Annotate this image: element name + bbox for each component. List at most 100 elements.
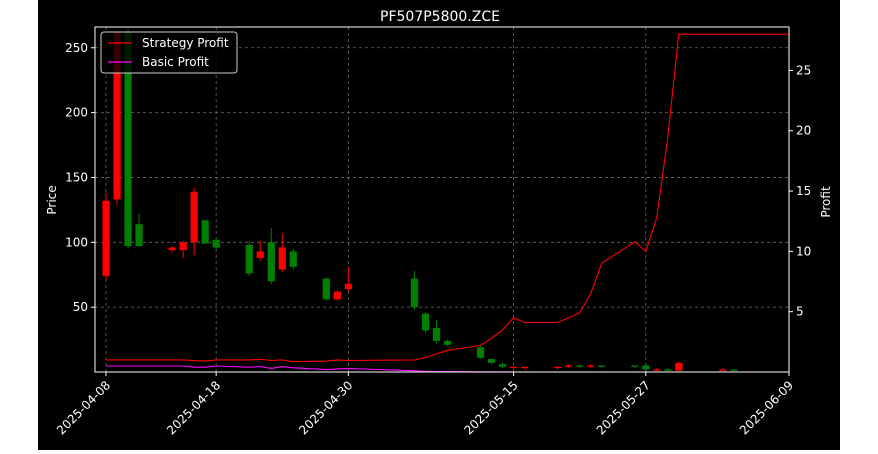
candle xyxy=(432,320,441,344)
candle xyxy=(631,365,639,369)
candle xyxy=(675,361,683,371)
left-tick-label: 150 xyxy=(65,170,88,184)
candle-body xyxy=(653,369,661,371)
candle-body xyxy=(289,251,297,267)
basic-profit-line xyxy=(106,365,789,373)
candle-body xyxy=(554,366,562,369)
left-tick-label: 100 xyxy=(65,235,88,249)
candle xyxy=(212,237,220,251)
candle xyxy=(267,228,275,284)
candle xyxy=(510,366,518,370)
candle xyxy=(554,366,562,370)
candle-body xyxy=(190,191,198,243)
candle xyxy=(498,362,507,369)
candle-body xyxy=(730,369,738,371)
candle xyxy=(201,220,209,244)
candle xyxy=(322,277,330,301)
candle xyxy=(576,364,584,369)
profit-lines xyxy=(106,33,789,373)
candle-body xyxy=(642,365,650,370)
candle-body xyxy=(476,347,485,358)
candles xyxy=(102,29,738,371)
right-tick-label: 25 xyxy=(796,63,811,77)
candle xyxy=(598,365,606,369)
candle-body xyxy=(421,313,430,331)
grid-lines xyxy=(95,27,790,372)
candle-body xyxy=(664,369,672,371)
candle xyxy=(102,193,110,280)
candle-body xyxy=(576,365,584,367)
candle-body xyxy=(510,366,518,369)
x-axis-ticks: 2025-04-08 2025-04-18 2025-04-30 2025-05-15… xyxy=(54,372,796,437)
x-tick-label: 2025-06-09 xyxy=(737,378,796,437)
legend-strategy-label: Strategy Profit xyxy=(142,36,229,50)
right-tick-label: 10 xyxy=(796,244,811,258)
candle xyxy=(443,339,452,347)
candle-body xyxy=(443,340,452,345)
candle-body xyxy=(201,220,209,244)
candle-body xyxy=(256,251,264,258)
candle xyxy=(587,364,595,369)
chart-figure: PF507P5800.ZCE 50 100 150 200 250 5 10 15 20 25 … xyxy=(38,0,840,450)
candle xyxy=(245,241,253,277)
right-axis-ticks: 5 10 15 20 25 xyxy=(789,63,811,319)
candle xyxy=(135,213,143,247)
candle xyxy=(421,312,430,334)
candle-body xyxy=(344,283,352,289)
right-tick-label: 5 xyxy=(796,305,804,319)
candle-body xyxy=(245,244,253,274)
candle xyxy=(730,369,738,371)
candle xyxy=(289,248,297,270)
legend-box xyxy=(100,31,238,74)
strategy-profit-line xyxy=(106,33,789,363)
candle xyxy=(476,344,485,360)
right-tick-label: 20 xyxy=(796,124,811,138)
candle-body xyxy=(278,247,286,270)
candle xyxy=(344,266,352,292)
x-tick-label: 2025-05-27 xyxy=(594,378,653,437)
candle-body xyxy=(267,242,275,282)
candle-body xyxy=(168,247,176,251)
candle-body xyxy=(212,239,220,248)
candle-body xyxy=(521,366,529,369)
candle-body xyxy=(179,242,187,251)
x-tick-label: 2025-04-08 xyxy=(54,378,113,437)
left-tick-label: 200 xyxy=(65,106,88,120)
candle-body xyxy=(565,365,573,367)
x-tick-label: 2025-05-15 xyxy=(462,378,521,437)
candle-body xyxy=(675,362,683,371)
candle xyxy=(278,233,286,273)
candle xyxy=(487,359,496,365)
candle xyxy=(256,241,264,261)
candle xyxy=(664,368,672,371)
candle-body xyxy=(719,369,727,371)
candle xyxy=(719,368,727,371)
x-tick-label: 2025-04-30 xyxy=(296,378,355,437)
candle xyxy=(190,187,198,256)
plot-frame xyxy=(94,26,790,373)
candle-body xyxy=(333,291,341,300)
candle xyxy=(642,364,650,371)
x-tick-label: 2025-04-18 xyxy=(164,378,223,437)
legend: Strategy Profit Basic Profit xyxy=(100,31,238,74)
right-axis-label: Profit xyxy=(819,186,833,218)
legend-basic-label: Basic Profit xyxy=(142,55,209,69)
candle xyxy=(565,364,573,369)
left-tick-label: 50 xyxy=(73,300,88,314)
candle xyxy=(521,366,529,370)
candle-body xyxy=(432,327,441,341)
left-axis-ticks: 50 100 150 200 250 xyxy=(65,41,95,314)
candle-body xyxy=(410,278,419,308)
candle xyxy=(653,368,661,371)
candle-body xyxy=(598,365,606,367)
chart-title: PF507P5800.ZCE xyxy=(380,9,500,25)
candle-body xyxy=(587,365,595,367)
candle-body xyxy=(631,365,639,367)
candle-body xyxy=(487,359,496,363)
candle-body xyxy=(102,200,110,277)
right-tick-label: 15 xyxy=(796,184,811,198)
candle-body xyxy=(124,32,132,247)
candle-body xyxy=(135,224,143,247)
candle xyxy=(168,246,176,253)
